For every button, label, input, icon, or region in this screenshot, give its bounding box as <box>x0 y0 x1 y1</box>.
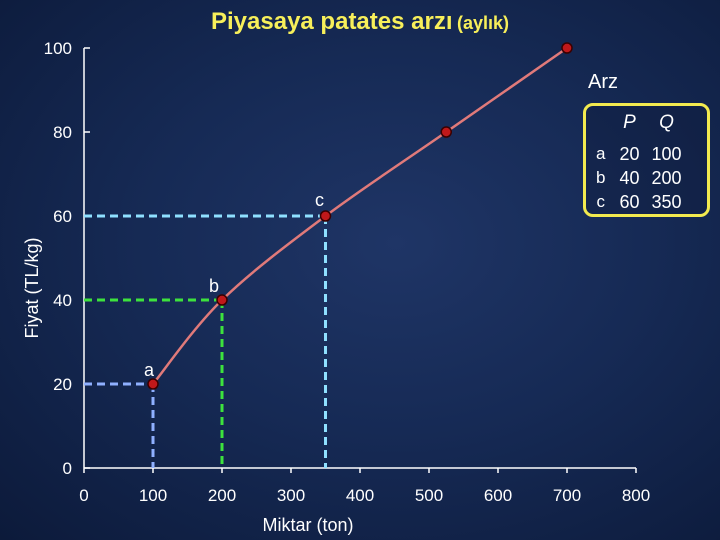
data-point <box>440 126 452 138</box>
y-tick-label: 20 <box>53 375 72 394</box>
x-tick-label: 200 <box>208 486 236 505</box>
y-axis-label: Fiyat (TL/kg) <box>22 237 42 338</box>
y-tick-label: 80 <box>53 123 72 142</box>
x-axis-label: Miktar (ton) <box>262 515 353 535</box>
table-cell-price: 40 <box>619 168 640 188</box>
y-tick-label: 60 <box>53 207 72 226</box>
data-point <box>216 294 228 306</box>
table-cell-price: 20 <box>619 144 640 164</box>
table-row-label: b <box>596 168 606 187</box>
table-cell-quantity: 350 <box>651 192 682 212</box>
data-point <box>319 210 332 222</box>
x-tick-label: 700 <box>553 486 581 505</box>
table-row-label: a <box>596 144 606 163</box>
chart-title-main: Piyasaya patates arzı <box>211 8 453 35</box>
table-row: c 60 350 <box>592 190 688 214</box>
table-row: a 20 100 <box>592 142 688 166</box>
data-point <box>147 378 159 390</box>
y-tick-label: 100 <box>44 39 72 58</box>
table-cell-quantity: 200 <box>651 168 682 188</box>
table-cell-price: 60 <box>619 192 640 212</box>
point-label-b: b <box>209 276 219 296</box>
x-tick-label: 600 <box>484 486 512 505</box>
x-tick-label: 0 <box>79 486 88 505</box>
x-tick-label: 500 <box>415 486 443 505</box>
table-header-price: P <box>623 112 636 133</box>
table-row-label: c <box>596 192 605 211</box>
point-label-c: c <box>315 190 324 210</box>
y-tick-label: 40 <box>53 291 72 310</box>
x-tick-label: 800 <box>622 486 650 505</box>
x-tick-label: 300 <box>277 486 305 505</box>
chart-title-sub: (aylık) <box>456 13 509 33</box>
data-point <box>561 42 573 54</box>
table-cell-quantity: 100 <box>651 144 682 164</box>
table-row: b 40 200 <box>592 166 688 190</box>
table-header-quantity: Q <box>659 112 674 133</box>
price-quantity-table: P Q a 20 100 b 40 200 c 60 350 <box>583 103 710 217</box>
y-tick-label: 0 <box>63 459 72 478</box>
table-header-empty <box>592 110 613 142</box>
chart-title: Piyasaya patates arzı (aylık) <box>0 8 720 36</box>
series-label: Arz <box>588 71 618 93</box>
x-tick-label: 100 <box>139 486 167 505</box>
x-tick-label: 400 <box>346 486 374 505</box>
point-label-a: a <box>144 360 155 380</box>
